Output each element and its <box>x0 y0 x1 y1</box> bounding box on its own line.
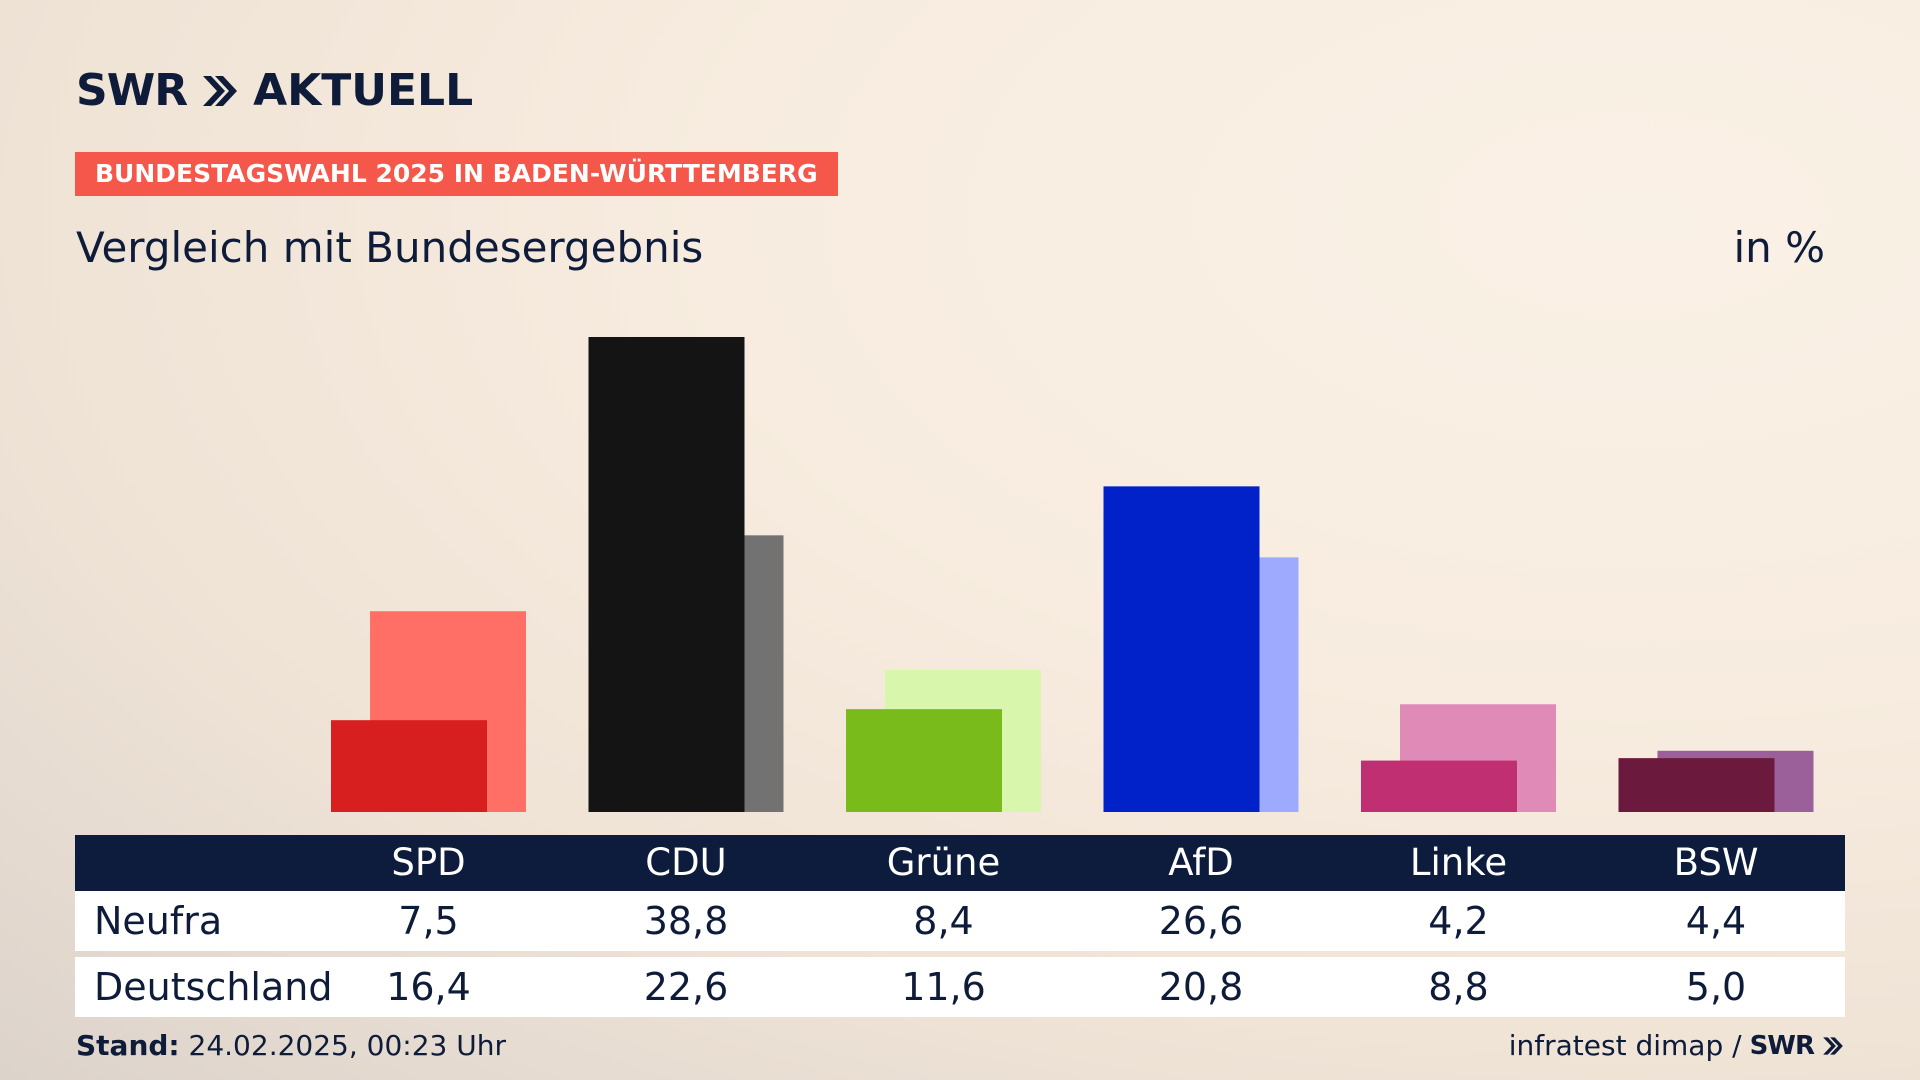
column-header-grüne: Grüne <box>886 841 1001 884</box>
table-cell: 11,6 <box>901 965 986 1009</box>
table-cell: 4,4 <box>1685 899 1747 943</box>
column-header-spd: SPD <box>391 841 466 884</box>
table-cell: 38,8 <box>643 899 729 943</box>
column-header-afd: AfD <box>1168 841 1234 884</box>
column-header-cdu: CDU <box>645 841 727 884</box>
chart-subtitle: Vergleich mit Bundesergebnis <box>76 223 704 272</box>
table-cell: 16,4 <box>386 965 471 1009</box>
table-row: Neufra 7,5 38,8 8,4 26,6 4,2 4,4 <box>75 891 1845 951</box>
column-header-linke: Linke <box>1409 841 1508 884</box>
stand-label: Stand: <box>76 1029 180 1062</box>
row-label: Deutschland <box>94 965 333 1009</box>
table-cell: 4,2 <box>1428 899 1489 943</box>
bar-neufra-bsw <box>1618 758 1775 812</box>
table-cell: 5,0 <box>1685 965 1747 1009</box>
table-cell: 7,5 <box>398 899 459 943</box>
bar-neufra-grüne <box>846 709 1002 812</box>
logo-name: AKTUELL <box>253 65 474 116</box>
table-row: Deutschland 16,4 22,6 11,6 20,8 8,8 5,0 <box>75 957 1845 1017</box>
source-text: infratest dimap / <box>1508 1029 1742 1062</box>
source-credit: infratest dimap / SWR <box>1509 1028 1844 1064</box>
bar-chart <box>331 337 1814 812</box>
table-cell: 8,4 <box>913 899 974 943</box>
column-header-bsw: BSW <box>1673 841 1759 884</box>
results-table: SPD CDU Grüne AfD Linke BSW Neufra 7,5 38,8 8,4… <box>75 835 1845 1017</box>
swr-aktuell-logo: SWR AKTUELL <box>76 66 473 116</box>
logo-brand: SWR <box>76 65 188 116</box>
table-cell: 26,6 <box>1158 899 1244 943</box>
source-brand: SWR <box>1749 1031 1815 1061</box>
bar-neufra-cdu <box>588 337 745 812</box>
stand-value: 24.02.2025, 00:23 Uhr <box>188 1029 506 1062</box>
table-cell: 22,6 <box>643 965 729 1009</box>
double-chevron-icon <box>1823 1037 1843 1055</box>
row-label: Neufra <box>94 899 223 943</box>
unit-label: in % <box>1733 223 1825 272</box>
bar-neufra-spd <box>331 720 487 812</box>
election-banner: BUNDESTAGSWAHL 2025 IN BADEN-WÜRTTEMBERG <box>75 152 838 196</box>
bar-neufra-afd <box>1103 486 1260 812</box>
table-cell: 20,8 <box>1158 965 1244 1009</box>
double-chevron-icon <box>203 76 238 106</box>
timestamp: Stand: 24.02.2025, 00:23 Uhr <box>76 1028 506 1064</box>
table-cell: 8,8 <box>1428 965 1489 1009</box>
bar-neufra-linke <box>1361 760 1517 812</box>
table-header: SPD CDU Grüne AfD Linke BSW <box>75 835 1845 891</box>
